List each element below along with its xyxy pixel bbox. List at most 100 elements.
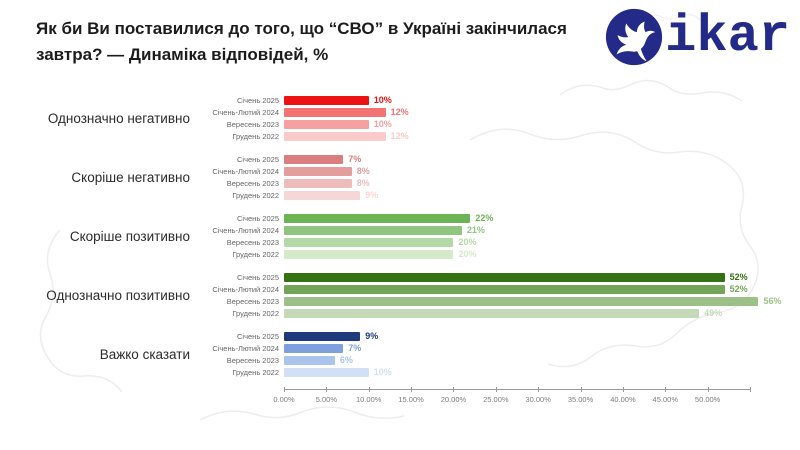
bar <box>284 343 344 353</box>
bar-value-label: 9% <box>365 331 379 341</box>
bar-row: Грудень 2022 12% <box>204 130 750 142</box>
bar-value-label: 20% <box>458 237 477 247</box>
bar-rows: Січень 2025 22% Січень-Лютий 2024 21% Вересе… <box>204 212 750 260</box>
series-label: Січень 2025 <box>237 154 279 164</box>
bar <box>284 131 386 141</box>
bar-track: 6% <box>284 355 750 365</box>
series-label: Грудень 2022 <box>232 367 279 377</box>
bar-row: Грудень 2022 9% <box>204 189 750 201</box>
bar <box>284 107 386 117</box>
bar-value-label: 10% <box>373 119 392 129</box>
bar-track: 20% <box>284 249 750 259</box>
category-group: Важко сказати Січень 2025 9% Січень-Лютий 2… <box>20 330 750 378</box>
bar-value-label: 6% <box>339 355 353 365</box>
axis-tick-label: 20.00% <box>440 395 467 404</box>
series-label: Грудень 2022 <box>232 249 279 259</box>
bar <box>284 284 725 294</box>
bar <box>284 213 471 223</box>
bar <box>284 95 369 105</box>
category-label: Однозначно негативно <box>47 110 190 126</box>
bar <box>284 166 352 176</box>
bar-rows: Січень 2025 9% Січень-Лютий 2024 7% Вересень… <box>204 330 750 378</box>
series-label: Січень 2025 <box>237 272 279 282</box>
series-label: Грудень 2022 <box>232 308 279 318</box>
series-label: Січень 2025 <box>237 95 279 105</box>
series-label: Вересень 2023 <box>226 237 279 247</box>
axis-tick <box>368 387 370 392</box>
category-label: Однозначно позитивно <box>46 287 190 303</box>
bar-row: Січень 2025 10% <box>204 94 750 106</box>
bar-track: 7% <box>284 154 750 164</box>
page-title: Як би Ви поставилися до того, що “СВО” в… <box>36 19 567 64</box>
bar-rows: Січень 2025 52% Січень-Лютий 2024 52% Вересе… <box>204 271 782 319</box>
axis-tick <box>411 387 413 392</box>
bar-rows: Січень 2025 7% Січень-Лютий 2024 8% Вересень… <box>204 153 750 201</box>
bar <box>284 272 725 282</box>
series-label: Січень-Лютий 2024 <box>212 343 279 353</box>
series-label: Січень-Лютий 2024 <box>212 225 279 235</box>
category-group: Скоріше позитивно Січень 2025 22% Січень-Лю… <box>20 212 750 260</box>
bar-value-label: 22% <box>475 213 494 223</box>
bar-track: 10% <box>284 119 750 129</box>
bar-value-label: 7% <box>348 343 362 353</box>
bar-value-label: 8% <box>356 178 370 188</box>
bar-row: Січень 2025 22% <box>204 212 750 224</box>
logo-wordmark: ikar <box>665 7 790 66</box>
bar-row: Січень-Лютий 2024 21% <box>204 224 750 236</box>
bar <box>284 331 361 341</box>
series-label: Вересень 2023 <box>226 178 279 188</box>
bar-track: 52% <box>284 272 750 282</box>
bar-row: Січень 2025 9% <box>204 330 750 342</box>
bar-row: Січень 2025 7% <box>204 153 750 165</box>
axis-tick <box>538 387 540 392</box>
bar-chart: Однозначно негативно Січень 2025 10% Січень… <box>20 94 782 413</box>
bar <box>284 178 352 188</box>
bar <box>284 249 454 259</box>
bar-value-label: 56% <box>763 296 782 306</box>
bar <box>284 225 462 235</box>
axis-tick <box>580 387 582 392</box>
bar-track: 8% <box>284 178 750 188</box>
category-group: Однозначно позитивно Січень 2025 52% Січень… <box>20 271 782 319</box>
axis-tick <box>284 387 285 392</box>
bar-row: Січень-Лютий 2024 12% <box>204 106 750 118</box>
bar-row: Вересень 2023 8% <box>204 177 750 189</box>
axis-tick <box>495 387 497 392</box>
bar-value-label: 52% <box>729 272 748 282</box>
bar <box>284 190 361 200</box>
axis-tick-label: 45.00% <box>652 395 678 404</box>
bar-row: Вересень 2023 56% <box>204 295 782 307</box>
bar-track: 9% <box>284 331 750 341</box>
axis-tick <box>622 387 624 392</box>
bar-value-label: 12% <box>390 131 409 141</box>
axis-tick-label: 10.00% <box>356 395 382 404</box>
bar-track: 7% <box>284 343 750 353</box>
bar-value-label: 7% <box>348 154 362 164</box>
axis-tick <box>750 387 751 392</box>
bar-row: Січень-Лютий 2024 8% <box>204 165 750 177</box>
axis-tick-label: 15.00% <box>398 395 424 404</box>
bar-value-label: 52% <box>729 284 748 294</box>
bar-track: 8% <box>284 166 750 176</box>
series-label: Вересень 2023 <box>226 296 279 306</box>
bar-value-label: 8% <box>356 166 370 176</box>
bar-value-label: 9% <box>365 190 379 200</box>
bar-track: 12% <box>284 107 750 117</box>
bar-track: 20% <box>284 237 750 247</box>
ikar-logo: ikar <box>603 6 790 68</box>
series-label: Січень-Лютий 2024 <box>212 166 279 176</box>
bar <box>284 308 700 318</box>
series-label: Січень-Лютий 2024 <box>212 107 279 117</box>
bar-row: Січень 2025 52% <box>204 271 750 283</box>
bar <box>284 296 759 306</box>
axis-tick-label: 35.00% <box>567 395 594 404</box>
series-label: Грудень 2022 <box>232 190 279 200</box>
series-label: Вересень 2023 <box>226 355 279 365</box>
bar-track: 9% <box>284 190 750 200</box>
bar <box>284 237 454 247</box>
axis-tick-label: 25.00% <box>483 395 509 404</box>
axis-tick <box>326 387 328 392</box>
category-label: Скоріше позитивно <box>69 228 190 244</box>
bar <box>284 355 335 365</box>
